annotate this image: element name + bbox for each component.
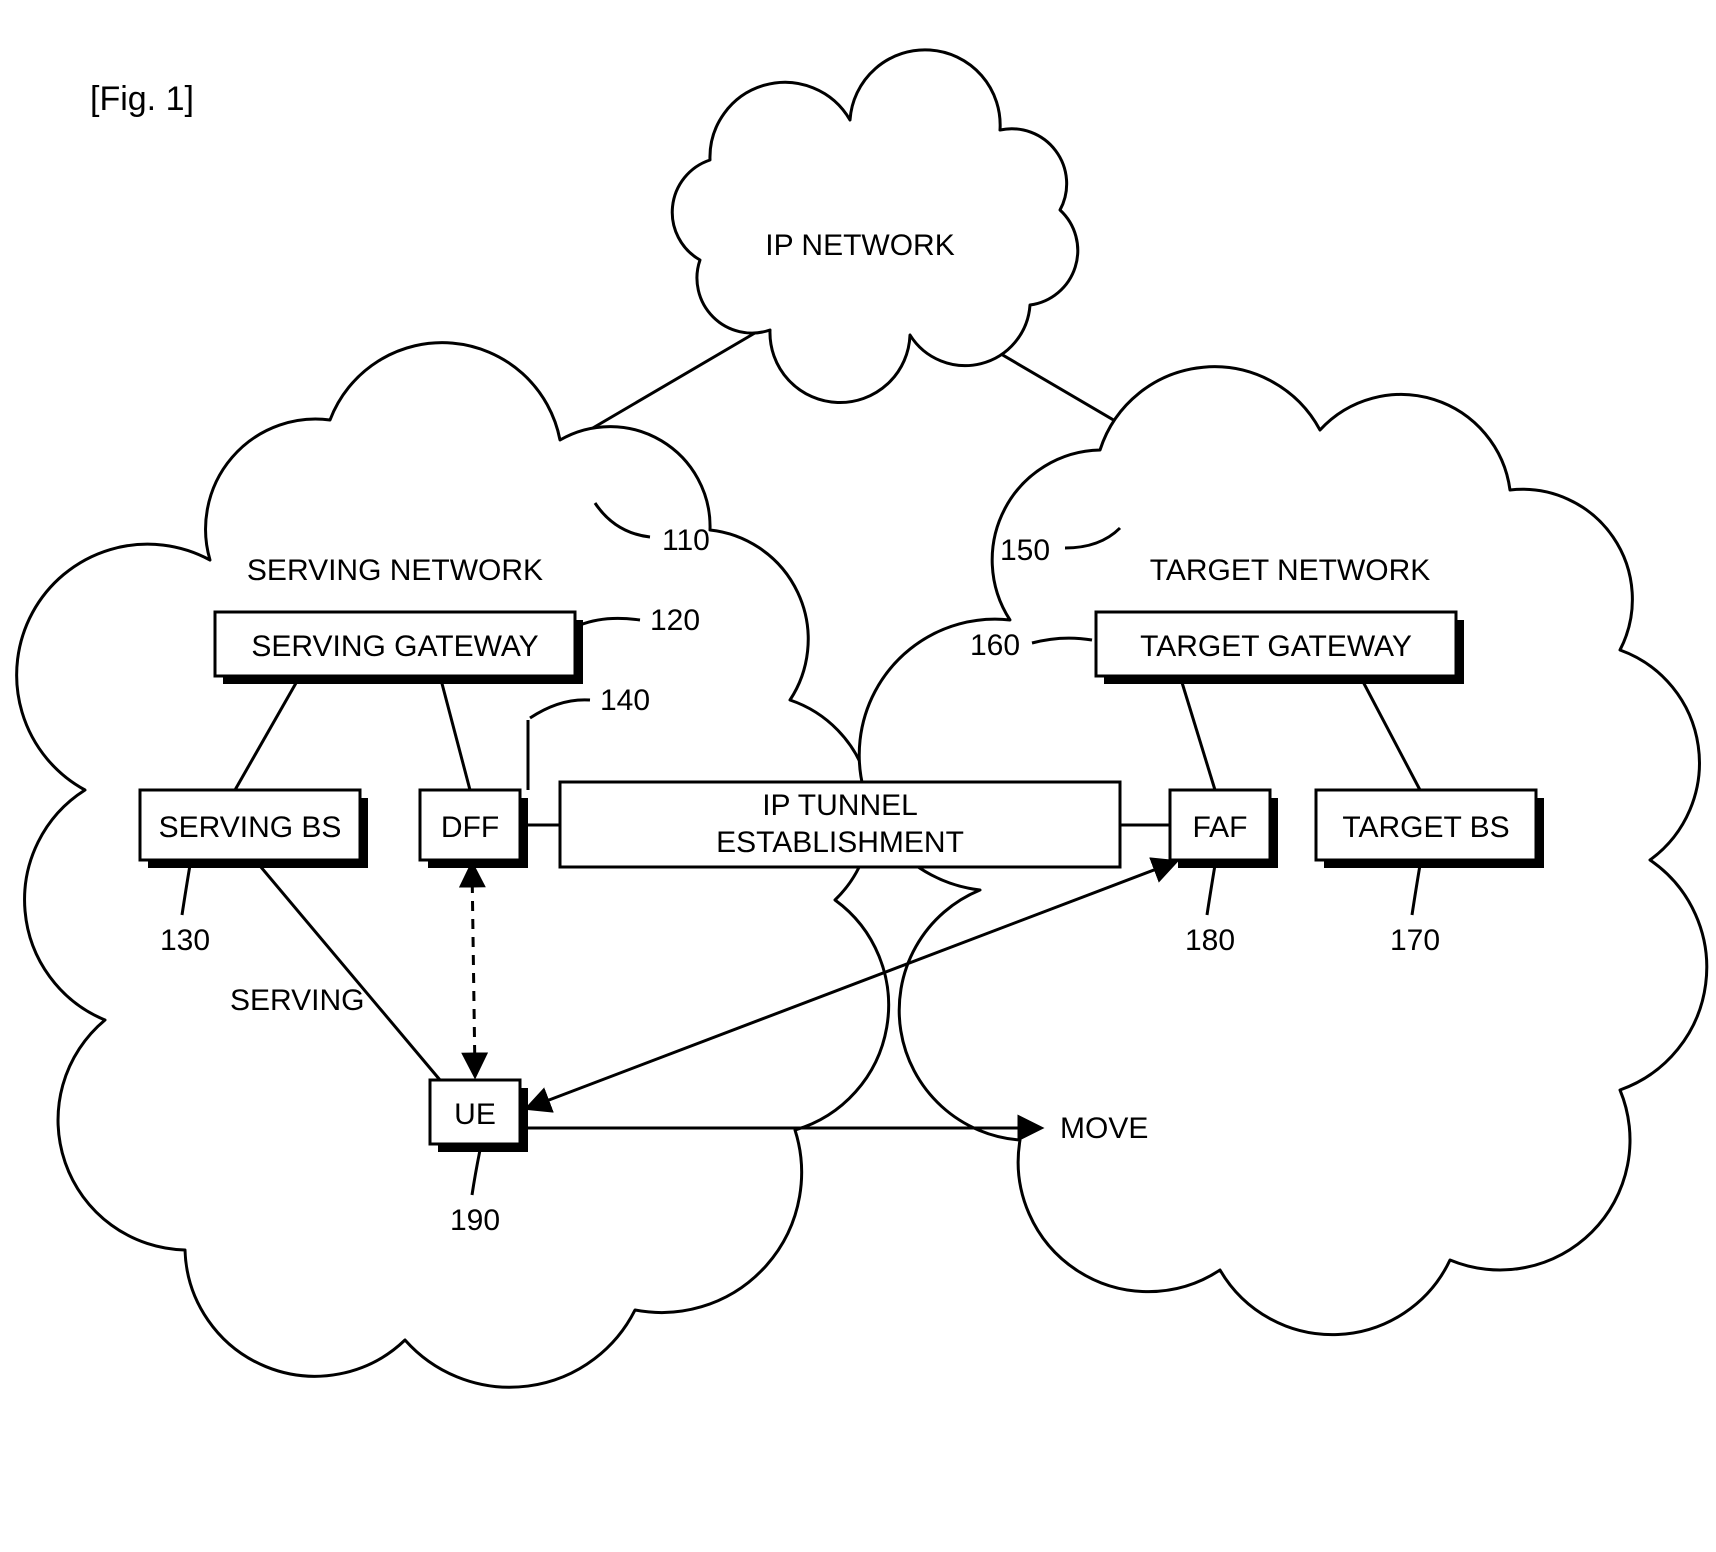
ref-160: 160 <box>970 629 1020 662</box>
box-dff-label: DFF <box>441 811 499 844</box>
ref-110: 110 <box>662 524 710 557</box>
move-label: MOVE <box>1060 1112 1148 1145</box>
box-faf-label: FAF <box>1192 811 1247 844</box>
ref-190: 190 <box>450 1204 500 1237</box>
ref-130: 130 <box>160 924 210 957</box>
ref-140: 140 <box>600 684 650 717</box>
cloud-serving-network-label: SERVING NETWORK <box>247 554 543 587</box>
box-ue-label: UE <box>454 1098 496 1131</box>
box-ue: UE <box>430 1080 528 1152</box>
box-target-bs-label: TARGET BS <box>1342 811 1509 844</box>
box-faf: FAF <box>1170 790 1278 868</box>
box-serving-bs: SERVING BS <box>140 790 368 868</box>
ref-150: 150 <box>1000 534 1050 567</box>
cloud-ip-network: IP NETWORK <box>672 50 1078 403</box>
cloud-target-network-label: TARGET NETWORK <box>1150 554 1431 587</box>
box-target-gateway: TARGET GATEWAY <box>1096 612 1464 684</box>
box-serving-bs-label: SERVING BS <box>159 811 342 844</box>
box-serving-gateway: SERVING GATEWAY <box>215 612 583 684</box>
serving-label: SERVING <box>230 984 365 1017</box>
ref-170: 170 <box>1390 924 1440 957</box>
ref-120: 120 <box>650 604 700 637</box>
ip-tunnel-label-line2: ESTABLISHMENT <box>716 826 964 859</box>
box-serving-gateway-label: SERVING GATEWAY <box>251 630 538 663</box>
cloud-ip-network-label: IP NETWORK <box>765 229 954 262</box>
box-dff: DFF <box>420 790 528 868</box>
ref-180: 180 <box>1185 924 1235 957</box>
figure-title: [Fig. 1] <box>90 80 194 118</box>
ip-tunnel-label-line1: IP TUNNEL <box>762 789 918 822</box>
box-target-gateway-label: TARGET GATEWAY <box>1140 630 1412 663</box>
box-target-bs: TARGET BS <box>1316 790 1544 868</box>
